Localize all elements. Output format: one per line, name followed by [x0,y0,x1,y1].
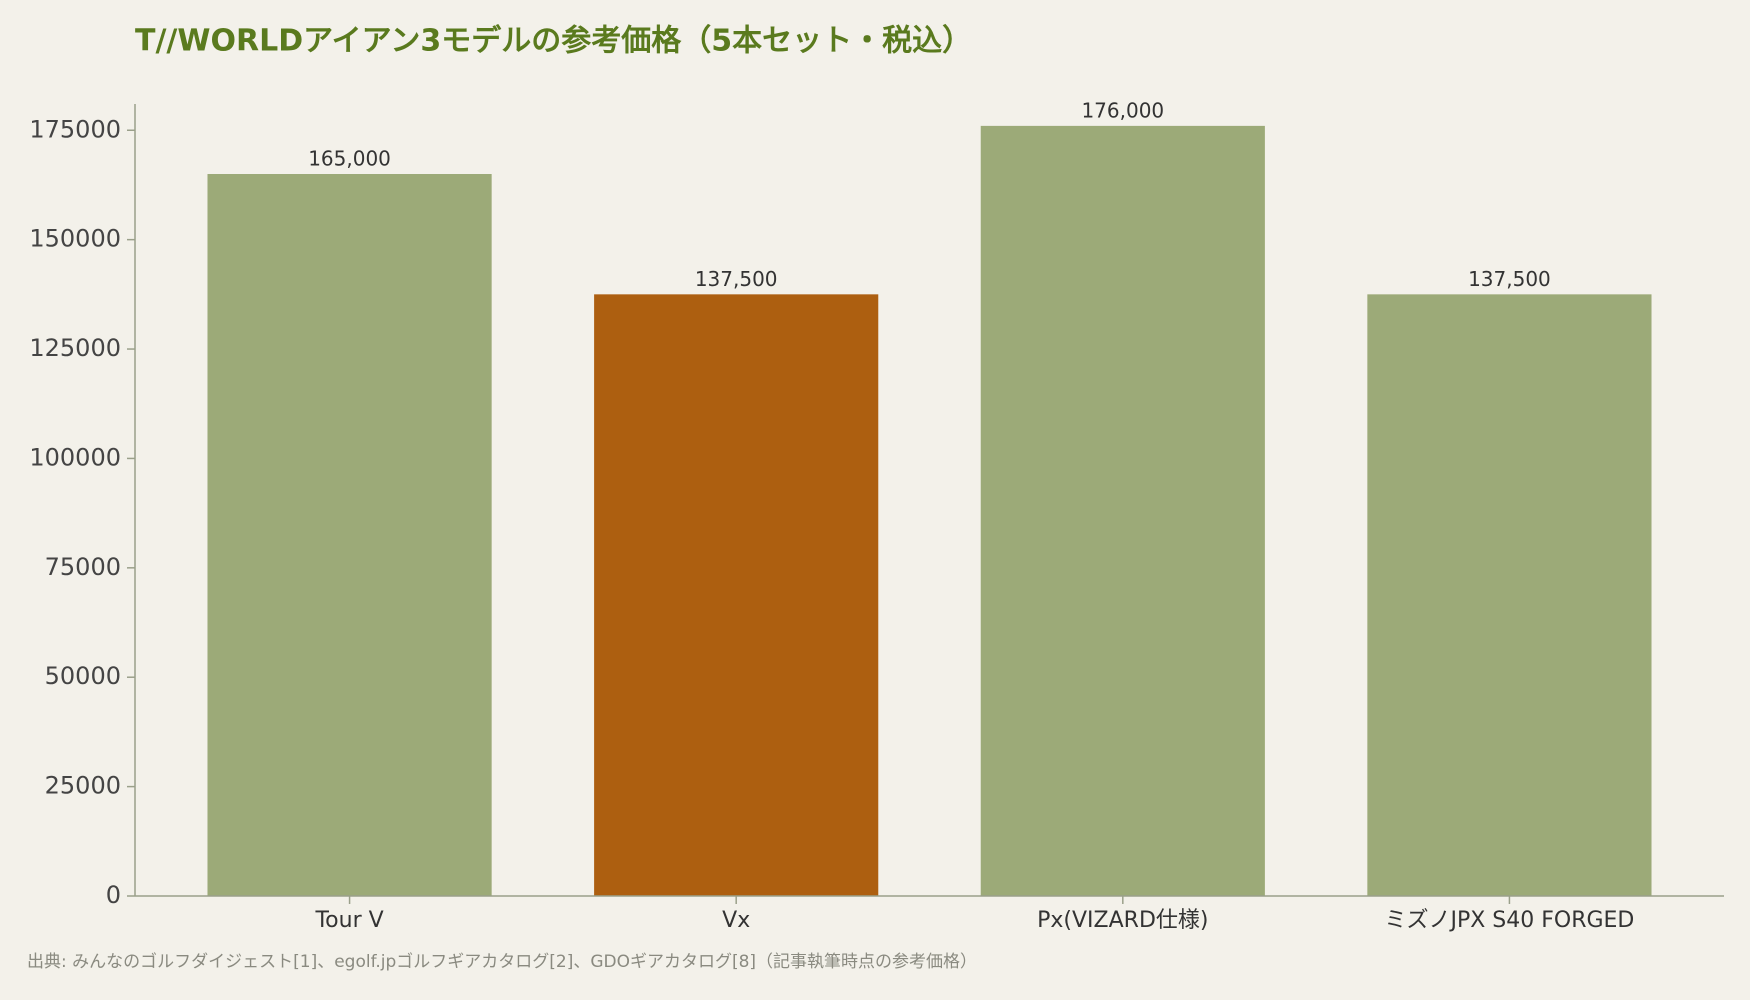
y-tick-label: 75000 [45,553,121,581]
y-tick-label: 125000 [29,334,121,362]
source-note: 出典: みんなのゴルフダイジェスト[1]、egolf.jpゴルフギアカタログ[2… [27,951,977,972]
y-tick-label: 175000 [29,115,121,143]
value-label: 176,000 [1081,98,1164,122]
x-tick-label: Px(VIZARD仕様) [1037,908,1208,933]
value-label: 137,500 [695,267,778,291]
x-tick-label: Tour V [314,908,383,933]
bar [594,294,879,896]
bar [1367,294,1652,896]
value-label: 137,500 [1468,267,1551,291]
y-tick-label: 25000 [45,772,121,800]
y-tick-label: 150000 [29,225,121,253]
bar [980,125,1265,896]
y-tick-label: 50000 [45,662,121,690]
chart-title: T//WORLDアイアン3モデルの参考価格（5本セット・税込） [135,24,972,59]
x-tick-label: ミズノJPX S40 FORGED [1384,908,1634,933]
y-tick-label: 0 [106,881,121,909]
y-tick-label: 100000 [29,443,121,471]
x-tick-label: Vx [722,908,750,933]
bar [207,174,492,896]
value-label: 165,000 [308,147,391,171]
